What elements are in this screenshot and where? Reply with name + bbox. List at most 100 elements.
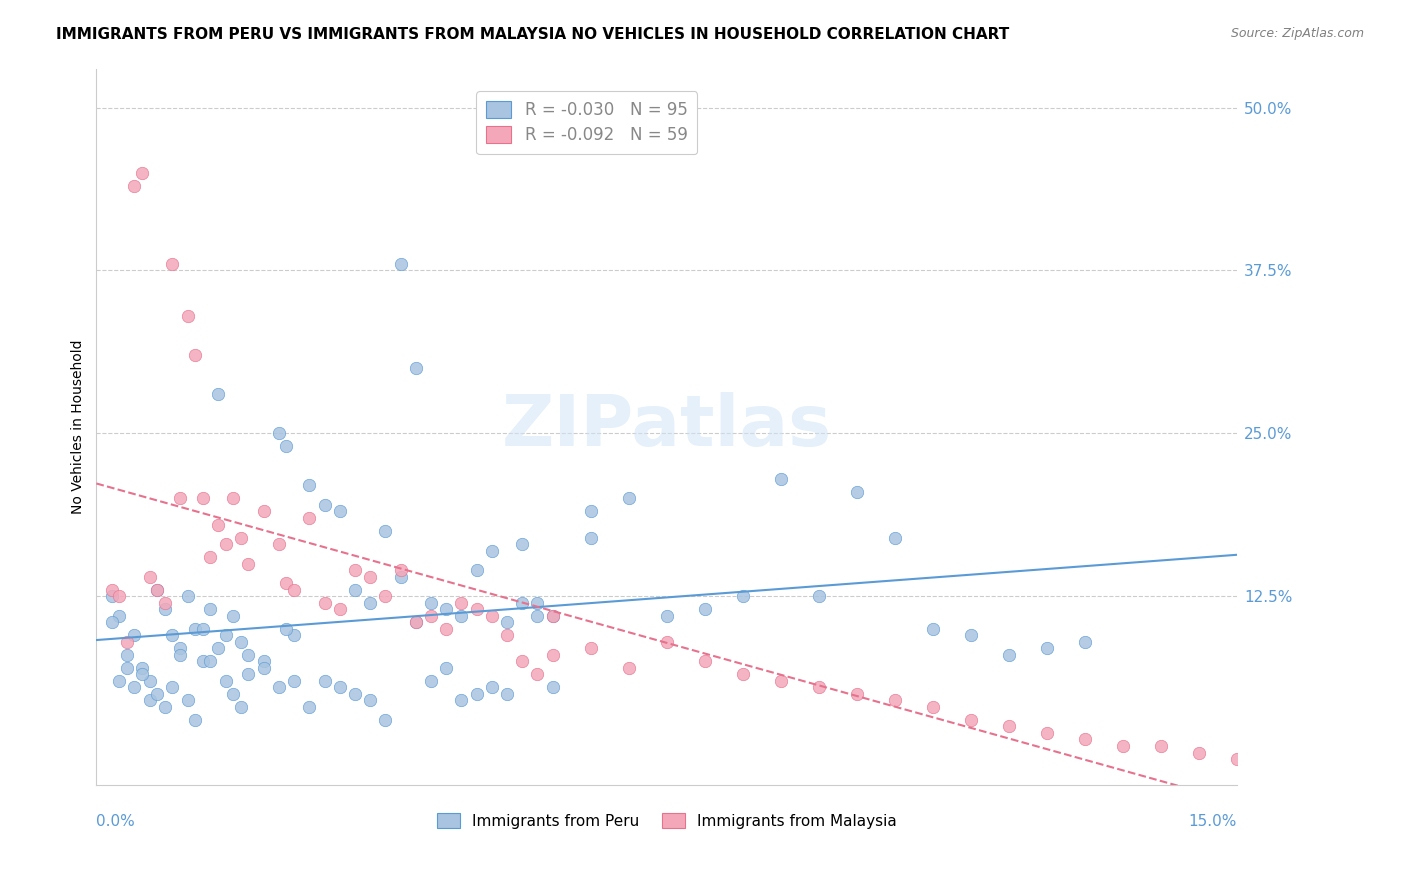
Point: [222, 687, 245, 701]
Point: [343, 563, 366, 577]
Point: [883, 531, 905, 545]
Point: [1074, 634, 1097, 648]
Point: [267, 537, 290, 551]
Point: [693, 602, 716, 616]
Point: [314, 498, 336, 512]
Point: [526, 596, 548, 610]
Point: [214, 673, 236, 688]
Point: [191, 622, 214, 636]
Point: [693, 654, 716, 668]
Point: [731, 589, 754, 603]
Point: [207, 517, 229, 532]
Point: [253, 504, 276, 518]
Point: [238, 557, 260, 571]
Point: [465, 602, 488, 616]
Point: [359, 569, 381, 583]
Point: [124, 681, 146, 695]
Point: [314, 596, 336, 610]
Point: [184, 622, 207, 636]
Point: [283, 628, 305, 642]
Point: [162, 681, 184, 695]
Point: [153, 602, 176, 616]
Point: [481, 608, 503, 623]
Point: [883, 693, 905, 707]
Point: [153, 700, 176, 714]
Point: [115, 648, 138, 662]
Point: [541, 648, 564, 662]
Point: [115, 634, 138, 648]
Point: [298, 700, 321, 714]
Point: [434, 661, 457, 675]
Point: [496, 615, 519, 630]
Point: [510, 654, 533, 668]
Point: [617, 491, 640, 506]
Point: [579, 641, 602, 656]
Point: [1188, 746, 1211, 760]
Point: [922, 700, 945, 714]
Point: [176, 693, 198, 707]
Point: [253, 654, 276, 668]
Point: [229, 700, 252, 714]
Point: [214, 628, 236, 642]
Point: [526, 667, 548, 681]
Point: [1226, 752, 1249, 766]
Text: IMMIGRANTS FROM PERU VS IMMIGRANTS FROM MALAYSIA NO VEHICLES IN HOUSEHOLD CORREL: IMMIGRANTS FROM PERU VS IMMIGRANTS FROM …: [56, 27, 1010, 42]
Point: [496, 628, 519, 642]
Point: [329, 602, 352, 616]
Point: [359, 693, 381, 707]
Point: [998, 719, 1021, 733]
Point: [200, 550, 222, 565]
Point: [283, 673, 305, 688]
Point: [1036, 641, 1059, 656]
Point: [162, 257, 184, 271]
Point: [807, 681, 830, 695]
Text: Source: ZipAtlas.com: Source: ZipAtlas.com: [1230, 27, 1364, 40]
Point: [329, 504, 352, 518]
Point: [222, 608, 245, 623]
Point: [541, 608, 564, 623]
Point: [807, 589, 830, 603]
Point: [450, 608, 472, 623]
Point: [510, 596, 533, 610]
Point: [115, 661, 138, 675]
Point: [184, 348, 207, 362]
Point: [510, 537, 533, 551]
Point: [238, 648, 260, 662]
Point: [374, 589, 396, 603]
Point: [450, 693, 472, 707]
Point: [769, 472, 792, 486]
Point: [100, 589, 122, 603]
Text: ZIPatlas: ZIPatlas: [502, 392, 832, 461]
Point: [100, 582, 122, 597]
Point: [405, 615, 427, 630]
Point: [253, 661, 276, 675]
Point: [434, 622, 457, 636]
Point: [405, 361, 427, 376]
Point: [200, 602, 222, 616]
Point: [124, 178, 146, 193]
Point: [184, 713, 207, 727]
Point: [131, 667, 153, 681]
Point: [229, 634, 252, 648]
Point: [343, 687, 366, 701]
Point: [374, 524, 396, 538]
Point: [176, 309, 198, 323]
Point: [496, 687, 519, 701]
Point: [146, 582, 169, 597]
Point: [153, 596, 176, 610]
Point: [359, 596, 381, 610]
Point: [526, 608, 548, 623]
Point: [481, 681, 503, 695]
Point: [238, 667, 260, 681]
Point: [731, 667, 754, 681]
Point: [146, 687, 169, 701]
Point: [169, 491, 191, 506]
Point: [998, 648, 1021, 662]
Point: [100, 615, 122, 630]
Point: [138, 569, 160, 583]
Point: [108, 589, 131, 603]
Text: 0.0%: 0.0%: [97, 814, 135, 829]
Point: [541, 681, 564, 695]
Point: [420, 596, 443, 610]
Point: [191, 654, 214, 668]
